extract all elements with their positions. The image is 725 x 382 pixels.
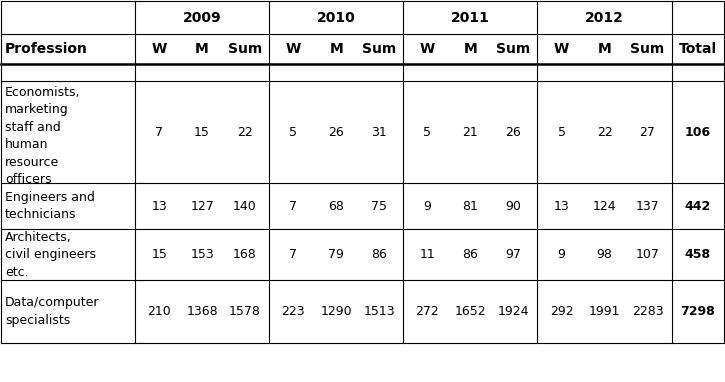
Text: 22: 22 <box>237 126 253 139</box>
Text: M: M <box>597 42 611 56</box>
Text: 210: 210 <box>147 305 171 318</box>
Text: Sum: Sum <box>362 42 397 56</box>
Text: 81: 81 <box>463 200 478 213</box>
Text: 90: 90 <box>505 200 521 213</box>
Text: Sum: Sum <box>630 42 665 56</box>
Text: 2011: 2011 <box>451 11 490 24</box>
Text: 13: 13 <box>152 200 167 213</box>
Text: 272: 272 <box>415 305 439 318</box>
Text: 140: 140 <box>233 200 257 213</box>
Text: 5: 5 <box>423 126 431 139</box>
Text: 5: 5 <box>558 126 566 139</box>
Text: 127: 127 <box>190 200 214 213</box>
Text: 1513: 1513 <box>363 305 395 318</box>
Text: 9: 9 <box>423 200 431 213</box>
Text: 153: 153 <box>190 248 214 261</box>
Text: Engineers and
technicians: Engineers and technicians <box>5 191 95 222</box>
Text: 86: 86 <box>371 248 387 261</box>
Text: 98: 98 <box>597 248 613 261</box>
Text: 2010: 2010 <box>317 11 355 24</box>
Text: 107: 107 <box>636 248 660 261</box>
Text: 68: 68 <box>328 200 344 213</box>
Text: 21: 21 <box>463 126 478 139</box>
Text: 2012: 2012 <box>585 11 624 24</box>
Text: 2283: 2283 <box>631 305 663 318</box>
Text: M: M <box>463 42 477 56</box>
Text: 442: 442 <box>684 200 710 213</box>
Text: 292: 292 <box>550 305 573 318</box>
Text: W: W <box>554 42 569 56</box>
Text: 9: 9 <box>558 248 566 261</box>
Text: Sum: Sum <box>496 42 531 56</box>
Text: Architects,
civil engineers
etc.: Architects, civil engineers etc. <box>5 230 96 278</box>
Text: M: M <box>329 42 343 56</box>
Text: 458: 458 <box>684 248 710 261</box>
Text: M: M <box>195 42 209 56</box>
Text: 27: 27 <box>639 126 655 139</box>
Text: 106: 106 <box>684 126 710 139</box>
Text: 137: 137 <box>636 200 659 213</box>
Text: Economists,
marketing
staff and
human
resource
officers: Economists, marketing staff and human re… <box>5 86 80 186</box>
Text: 5: 5 <box>289 126 297 139</box>
Text: 86: 86 <box>463 248 478 261</box>
Text: 15: 15 <box>194 126 210 139</box>
Text: 1578: 1578 <box>229 305 261 318</box>
Text: 75: 75 <box>371 200 387 213</box>
Text: 31: 31 <box>371 126 387 139</box>
Text: 1991: 1991 <box>589 305 621 318</box>
Text: Data/computer
specialists: Data/computer specialists <box>5 296 99 327</box>
Text: 7: 7 <box>289 200 297 213</box>
Text: Total: Total <box>679 42 717 56</box>
Text: 7: 7 <box>289 248 297 261</box>
Text: Sum: Sum <box>228 42 262 56</box>
Text: Profession: Profession <box>5 42 88 56</box>
Text: 97: 97 <box>505 248 521 261</box>
Text: 1368: 1368 <box>186 305 218 318</box>
Text: 1290: 1290 <box>320 305 352 318</box>
Text: 2009: 2009 <box>183 11 221 24</box>
Text: 168: 168 <box>233 248 257 261</box>
Text: 13: 13 <box>554 200 569 213</box>
Text: 26: 26 <box>328 126 344 139</box>
Text: 7298: 7298 <box>680 305 715 318</box>
Text: 22: 22 <box>597 126 613 139</box>
Text: 15: 15 <box>152 248 167 261</box>
Text: W: W <box>286 42 301 56</box>
Text: 1652: 1652 <box>455 305 486 318</box>
Text: 223: 223 <box>281 305 305 318</box>
Text: 11: 11 <box>420 248 435 261</box>
Text: W: W <box>420 42 435 56</box>
Text: 26: 26 <box>505 126 521 139</box>
Text: 1924: 1924 <box>497 305 529 318</box>
Text: W: W <box>152 42 167 56</box>
Text: 124: 124 <box>593 200 616 213</box>
Text: 79: 79 <box>328 248 344 261</box>
Text: 7: 7 <box>155 126 163 139</box>
